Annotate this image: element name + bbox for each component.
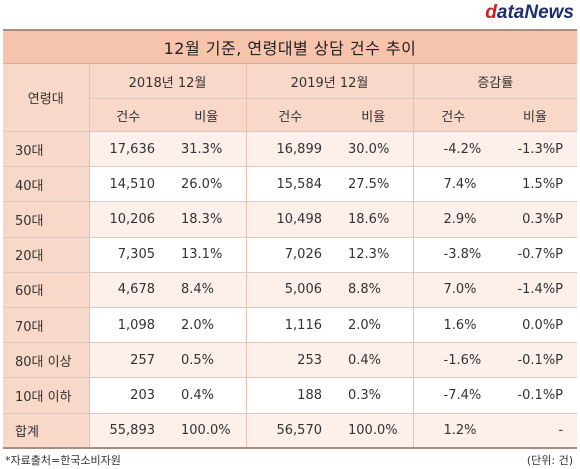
- header-2018: 2018년 12월: [88, 64, 246, 99]
- total-ratio-2018: 100.0%: [167, 413, 246, 449]
- row-ratio-2018: 31.3%: [167, 131, 246, 168]
- row-ratio-2018: 2.0%: [167, 307, 246, 344]
- row-count-2018: 10,206: [88, 201, 167, 238]
- subheader-ratio-2018: 비율: [167, 98, 246, 132]
- total-count-2019: 56,570: [245, 413, 334, 449]
- table-title-text: 12월 기준, 연령대별 상담 건수 추이: [163, 39, 417, 58]
- row-age: 70대: [3, 307, 89, 344]
- row-ratio-2019: 18.6%: [334, 201, 413, 238]
- total-ratio-change: -: [493, 413, 578, 449]
- row-age: 50대: [3, 201, 89, 238]
- unit-note: (단위: 건): [526, 454, 573, 467]
- header-2019: 2019년 12월: [245, 64, 413, 99]
- table-footer: *자료출처=한국소비자원 (단위: 건): [3, 447, 577, 467]
- table-row: 40대 14,510 26.0% 15,584 27.5% 7.4% 1.5%P: [3, 166, 578, 203]
- table-row: 50대 10,206 18.3% 10,498 18.6% 2.9% 0.3%P: [3, 201, 578, 238]
- row-count-2019: 10,498: [245, 201, 334, 238]
- row-count-change: -1.6%: [412, 342, 493, 379]
- total-count-change: 1.2%: [412, 413, 493, 449]
- row-count-2018: 14,510: [88, 166, 167, 203]
- row-count-2019: 253: [245, 342, 334, 379]
- row-ratio-change: 1.5%P: [493, 166, 578, 203]
- row-count-2018: 1,098: [88, 307, 167, 344]
- total-row: 합계 55,893 100.0% 56,570 100.0% 1.2% -: [3, 413, 578, 449]
- table-row: 70대 1,098 2.0% 1,116 2.0% 1.6% 0.0%P: [3, 307, 578, 344]
- table-row: 10대 이하 203 0.4% 188 0.3% -7.4% -0.1%P: [3, 377, 578, 414]
- row-ratio-2018: 8.4%: [167, 272, 246, 308]
- row-ratio-2019: 0.4%: [334, 342, 413, 379]
- datanews-logo: d ataNews: [485, 2, 574, 28]
- row-ratio-change: -0.7%P: [493, 237, 578, 273]
- row-age: 30대: [3, 131, 89, 168]
- row-ratio-2019: 30.0%: [334, 131, 413, 168]
- row-ratio-change: 0.3%P: [493, 201, 578, 238]
- total-count-2018: 55,893: [88, 413, 167, 449]
- row-count-2018: 17,636: [88, 131, 167, 168]
- row-count-2019: 5,006: [245, 272, 334, 308]
- table-row: 60대 4,678 8.4% 5,006 8.8% 7.0% -1.4%P: [3, 272, 578, 308]
- row-count-2019: 7,026: [245, 237, 334, 273]
- header-change: 증감률: [412, 64, 578, 99]
- row-count-change: 7.4%: [412, 166, 493, 203]
- row-ratio-change: -1.3%P: [493, 131, 578, 168]
- row-count-2019: 15,584: [245, 166, 334, 203]
- table-row: 20대 7,305 13.1% 7,026 12.3% -3.8% -0.7%P: [3, 237, 578, 273]
- subheader-count-2019: 건수: [245, 98, 334, 132]
- logo-prefix: d: [485, 2, 497, 23]
- subheader-count-change: 건수: [412, 98, 493, 132]
- row-count-change: -3.8%: [412, 237, 493, 273]
- row-ratio-2019: 2.0%: [334, 307, 413, 344]
- row-age: 60대: [3, 272, 89, 308]
- source-note: *자료출처=한국소비자원: [5, 454, 121, 467]
- row-ratio-2019: 27.5%: [334, 166, 413, 203]
- row-ratio-change: -0.1%P: [493, 377, 578, 414]
- subheader-ratio-2019: 비율: [334, 98, 413, 132]
- row-count-change: -4.2%: [412, 131, 493, 168]
- consultation-table: 연령대 2018년 12월 2019년 12월 증감률 건수 비율 건수 비율 …: [3, 64, 578, 449]
- row-ratio-2018: 0.4%: [167, 377, 246, 414]
- row-count-change: 1.6%: [412, 307, 493, 344]
- row-age: 10대 이하: [3, 377, 89, 414]
- row-age: 80대 이상: [3, 342, 89, 379]
- row-count-change: 2.9%: [412, 201, 493, 238]
- row-ratio-2019: 0.3%: [334, 377, 413, 414]
- row-ratio-2018: 0.5%: [167, 342, 246, 379]
- row-ratio-change: -1.4%P: [493, 272, 578, 308]
- header-age-group: 연령대: [3, 64, 89, 132]
- row-count-2018: 4,678: [88, 272, 167, 308]
- row-ratio-2018: 13.1%: [167, 237, 246, 273]
- subheader-count-2018: 건수: [88, 98, 167, 132]
- subheader-ratio-change: 비율: [493, 98, 578, 132]
- row-count-2019: 188: [245, 377, 334, 414]
- row-ratio-2018: 26.0%: [167, 166, 246, 203]
- row-count-2019: 16,899: [245, 131, 334, 168]
- row-count-2018: 7,305: [88, 237, 167, 273]
- row-ratio-2019: 12.3%: [334, 237, 413, 273]
- row-ratio-2019: 8.8%: [334, 272, 413, 308]
- header-row: 연령대 2018년 12월 2019년 12월 증감률: [3, 64, 578, 132]
- row-count-2018: 257: [88, 342, 167, 379]
- table-title: 12월 기준, 연령대별 상담 건수 추이: [3, 29, 577, 64]
- row-count-2018: 203: [88, 377, 167, 414]
- total-ratio-2019: 100.0%: [334, 413, 413, 449]
- row-ratio-change: 0.0%P: [493, 307, 578, 344]
- row-count-change: -7.4%: [412, 377, 493, 414]
- row-count-change: 7.0%: [412, 272, 493, 308]
- table-row: 30대 17,636 31.3% 16,899 30.0% -4.2% -1.3…: [3, 131, 578, 168]
- subheader-row: 건수 비율 건수 비율 건수 비율: [3, 98, 578, 132]
- logo-name: ataNews: [496, 2, 574, 23]
- row-ratio-2018: 18.3%: [167, 201, 246, 238]
- total-label: 합계: [3, 413, 89, 449]
- row-count-2019: 1,116: [245, 307, 334, 344]
- row-age: 20대: [3, 237, 89, 273]
- row-age: 40대: [3, 166, 89, 203]
- table-row: 80대 이상 257 0.5% 253 0.4% -1.6% -0.1%P: [3, 342, 578, 379]
- row-ratio-change: -0.1%P: [493, 342, 578, 379]
